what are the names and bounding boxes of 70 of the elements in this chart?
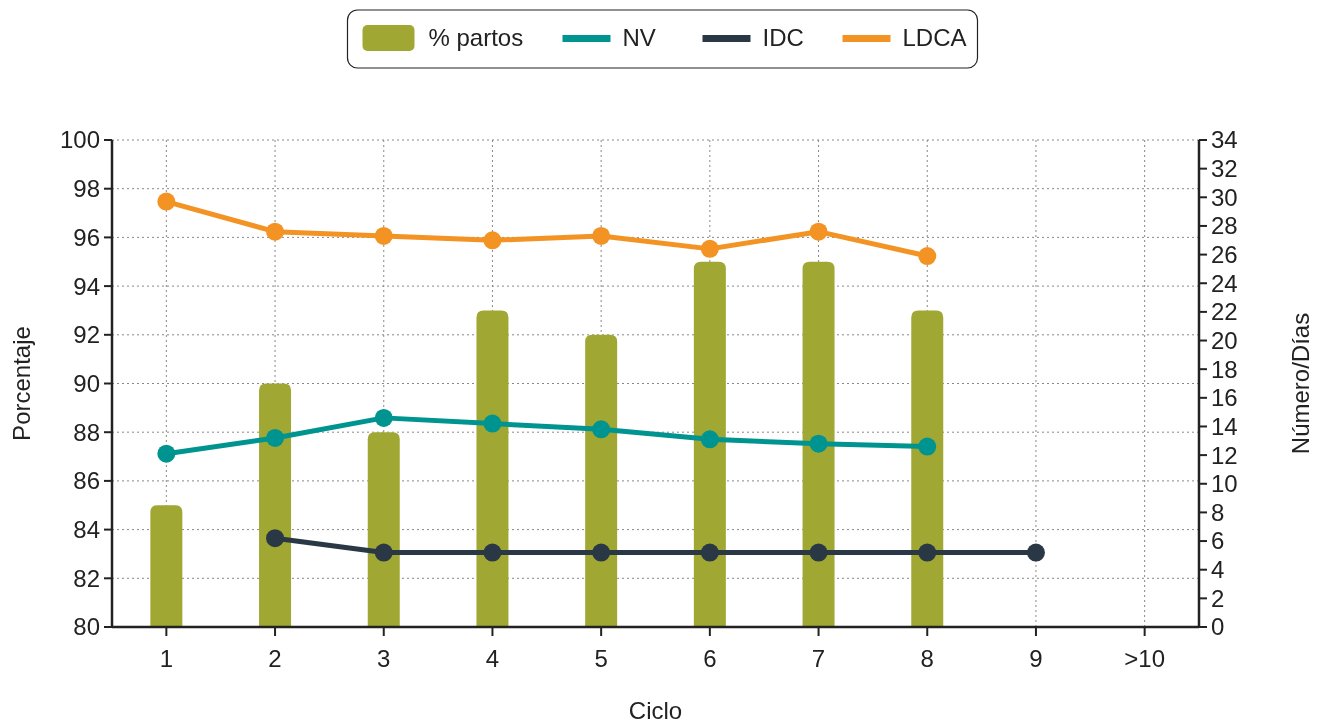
y2-tick-label: 34 [1211,126,1238,154]
y2-tick-label: 4 [1211,556,1225,584]
x-axis-title: Ciclo [628,697,683,724]
x-tick-label: 7 [811,645,826,672]
legend-label: NV [622,24,656,52]
point [592,226,611,245]
point [266,529,285,548]
y-tick-label: 98 [73,175,100,203]
y-tick-label: 82 [73,564,100,592]
y-tick-label: 86 [73,467,100,495]
point [809,543,828,562]
x-tick-label: 2 [268,645,282,672]
y-tick-label: 96 [73,223,100,251]
y-tick-label: 90 [73,369,100,397]
y2-tick-label: 2 [1211,584,1225,612]
y2-tick-label: 30 [1211,183,1238,211]
point [266,222,285,241]
point [1026,543,1045,562]
point [157,444,176,463]
point [809,434,828,453]
y2-tick-label: 18 [1211,355,1238,383]
y2-axis-title: Número/Días [1287,312,1314,455]
x-tick-label: 8 [920,645,934,672]
y-tick-label: 88 [73,418,100,446]
y2-tick-label: 22 [1211,298,1238,326]
point [700,543,719,562]
point [592,420,611,439]
x-tick-label: 5 [594,645,608,672]
point [374,543,393,562]
y2-tick-label: 32 [1211,155,1238,183]
legend-label: % partos [428,24,524,52]
y2-tick-label: 28 [1211,212,1238,240]
y-tick-label: 100 [59,126,100,154]
x-tick-label: 3 [377,645,391,672]
x-tick-label: 4 [485,645,500,672]
y2-tick-label: 12 [1211,441,1238,469]
point [374,408,393,427]
y2-tick-label: 14 [1211,412,1238,440]
y2-tick-label: 16 [1211,384,1238,412]
point [700,430,719,449]
point [592,543,611,562]
y2-tick-label: 8 [1211,498,1225,526]
point [918,543,937,562]
x-tick-label: 6 [703,645,717,672]
y-tick-label: 92 [73,321,100,349]
y2-tick-label: 26 [1211,240,1238,268]
point [483,543,502,562]
y-tick-label: 80 [73,613,100,641]
x-tick-label: >10 [1124,645,1166,672]
point [266,428,285,447]
y-axis-title: Porcentaje [8,326,35,441]
point [483,231,502,250]
x-tick-label: 1 [159,645,174,672]
legend-label: LDCA [902,24,967,52]
point [918,437,937,456]
point [809,222,828,241]
y-tick-label: 94 [73,272,100,300]
y2-tick-label: 20 [1211,326,1238,354]
point [918,247,937,266]
point [483,414,502,433]
y-tick-label: 84 [73,516,100,543]
point [157,192,176,211]
y2-tick-label: 6 [1211,527,1225,555]
y2-tick-label: 10 [1211,470,1238,498]
y2-tick-label: 24 [1211,269,1238,297]
point [700,239,719,258]
x-tick-label: 9 [1029,645,1043,672]
legend-label: IDC [762,24,804,52]
y2-tick-label: 0 [1211,613,1225,641]
point [374,226,393,245]
